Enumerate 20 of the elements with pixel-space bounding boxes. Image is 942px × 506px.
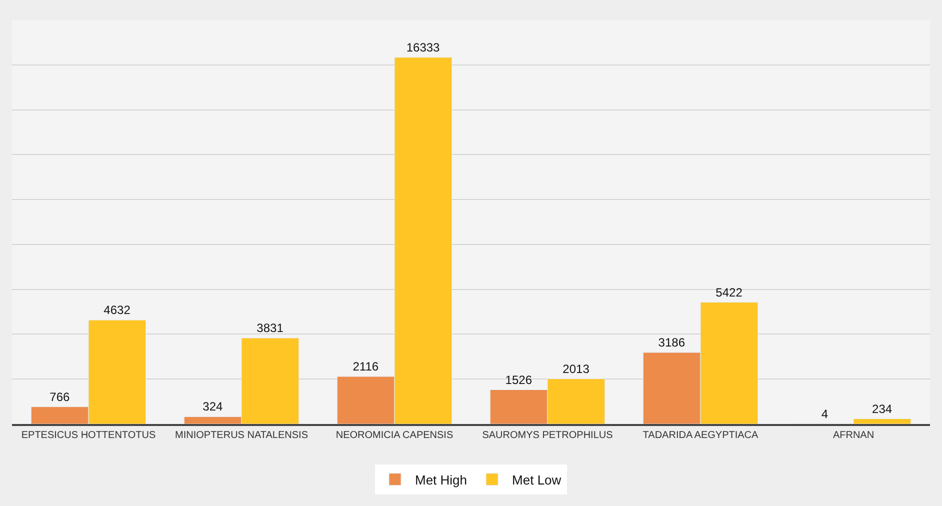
data-label: 3186 [658, 335, 686, 350]
x-tick-label: SAUROMYS PETROPHILUS [482, 430, 614, 441]
data-label: 4632 [104, 303, 131, 318]
x-tick-label: MINIOPTERUS NATALENSIS [175, 430, 308, 441]
data-label: 3831 [256, 321, 284, 336]
data-label: 5422 [716, 285, 743, 300]
x-tick-label: NEOROMICIA CAPENSIS [336, 430, 454, 441]
data-label: 234 [872, 402, 892, 416]
data-label: 2116 [352, 360, 379, 374]
x-tick-label: TADARIDA AEGYPTIACA [642, 430, 759, 441]
data-label: 1526 [505, 372, 532, 387]
data-label: 766 [50, 390, 70, 404]
legend-label: Met High [415, 472, 468, 488]
x-tick-label: AFRNAN [832, 430, 874, 441]
legend-label: Met Low [512, 472, 562, 488]
data-label: 4 [821, 406, 828, 421]
data-label: 16333 [406, 40, 440, 54]
x-tick-label: EPTESICUS HOTTENTOTUS [21, 430, 156, 441]
data-label: 324 [202, 400, 223, 414]
data-label: 2013 [562, 362, 590, 376]
